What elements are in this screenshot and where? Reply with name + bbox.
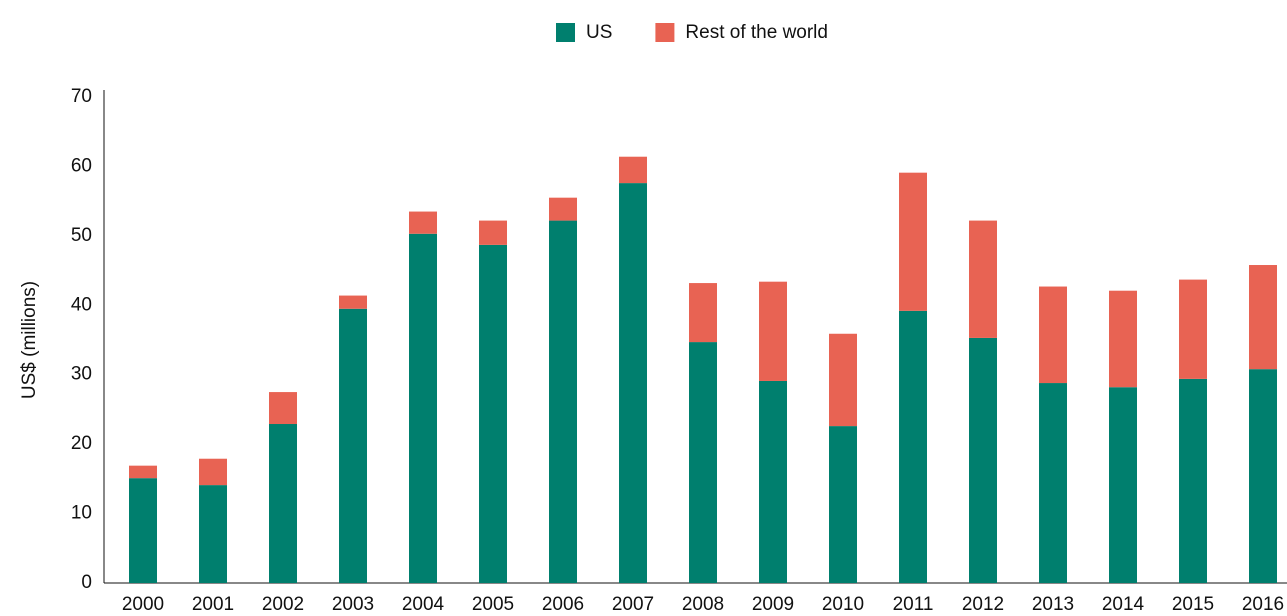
bar-segment — [619, 183, 647, 583]
bar-segment — [1179, 378, 1207, 583]
x-tick-label: 2007 — [612, 594, 654, 615]
bar-segment — [899, 172, 927, 311]
y-tick-label: 70 — [71, 86, 92, 107]
x-tick-label: 2002 — [262, 594, 304, 615]
x-tick-label: 2004 — [402, 594, 445, 615]
x-tick-label: 2008 — [682, 594, 724, 615]
x-tick-label: 2015 — [1172, 594, 1214, 615]
legend-label: US — [586, 22, 612, 43]
bar-segment — [829, 333, 857, 427]
bar-segment — [689, 342, 717, 583]
bar-segment — [969, 337, 997, 583]
x-tick-label: 2009 — [752, 594, 794, 615]
bar-segment — [759, 380, 787, 583]
bar-segment — [479, 220, 507, 245]
y-tick-label: 60 — [71, 155, 92, 176]
bar-segment — [689, 283, 717, 343]
bar-segment — [479, 244, 507, 583]
bar-segment — [409, 233, 437, 583]
bar-segment — [759, 281, 787, 381]
bar-segment — [899, 310, 927, 583]
x-tick-label: 2000 — [122, 594, 164, 615]
bar-segment — [1249, 265, 1277, 370]
y-tick-label: 0 — [81, 572, 92, 593]
bar-segment — [1249, 369, 1277, 583]
bar-segment — [269, 392, 297, 425]
bar-segment — [1039, 286, 1067, 384]
y-axis-label: US$ (millions) — [19, 281, 40, 399]
x-tick-label: 2012 — [962, 594, 1004, 615]
bar-segment — [1179, 279, 1207, 379]
bar-segment — [549, 220, 577, 583]
bar-segment — [969, 220, 997, 338]
bar-segment — [129, 465, 157, 479]
x-tick-label: 2011 — [893, 594, 934, 615]
bar-segment — [1109, 387, 1137, 583]
x-tick-label: 2003 — [332, 594, 374, 615]
bar-segment — [829, 426, 857, 583]
bar-segment — [1109, 290, 1137, 388]
y-tick-label: 50 — [71, 225, 92, 246]
y-tick-label: 30 — [71, 364, 92, 385]
x-tick-label: 2016 — [1242, 594, 1284, 615]
x-tick-label: 2006 — [542, 594, 584, 615]
bar-segment — [549, 197, 577, 221]
bar-segment — [269, 424, 297, 583]
y-tick-label: 40 — [71, 294, 92, 315]
bar-segment — [129, 478, 157, 583]
bar-segment — [619, 156, 647, 184]
x-tick-label: 2014 — [1102, 594, 1145, 615]
legend-swatch — [556, 23, 575, 42]
x-tick-label: 2001 — [192, 594, 234, 615]
x-tick-label: 2010 — [822, 594, 864, 615]
y-tick-label: 10 — [71, 503, 92, 524]
bar-segment — [409, 211, 437, 234]
bar-segment — [339, 295, 367, 309]
bar-segment — [1039, 383, 1067, 583]
x-tick-label: 2013 — [1032, 594, 1074, 615]
y-tick-label: 20 — [71, 433, 92, 454]
bar-segment — [199, 458, 227, 486]
bar-segment — [199, 485, 227, 583]
legend-swatch — [655, 23, 675, 42]
bar-segment — [339, 308, 367, 583]
legend-label: Rest of the world — [685, 22, 828, 43]
x-tick-label: 2005 — [472, 594, 514, 615]
